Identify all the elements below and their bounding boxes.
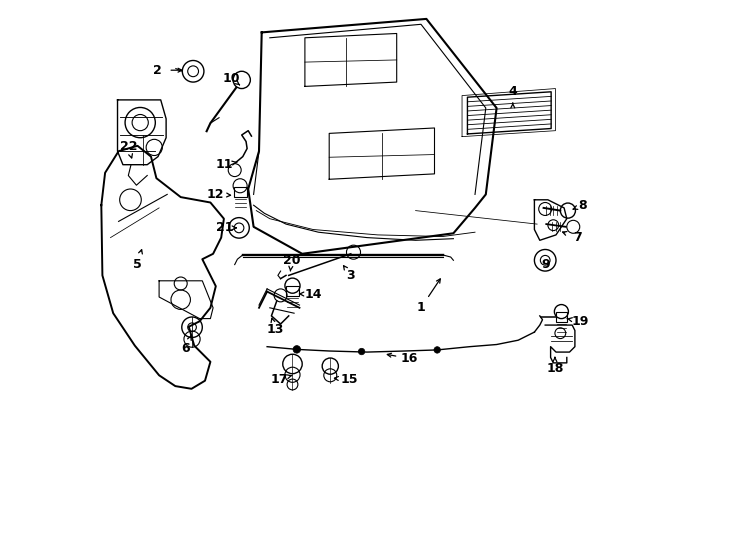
- Text: 21: 21: [216, 221, 233, 234]
- Text: 20: 20: [283, 254, 300, 267]
- Text: 8: 8: [578, 199, 587, 212]
- Text: 9: 9: [541, 258, 550, 271]
- Text: 19: 19: [572, 315, 589, 328]
- Circle shape: [293, 346, 301, 353]
- Circle shape: [358, 348, 365, 355]
- Text: 22: 22: [120, 140, 137, 153]
- Text: 1: 1: [417, 301, 426, 314]
- Text: 2: 2: [153, 64, 162, 77]
- Text: 3: 3: [346, 269, 355, 282]
- Bar: [556, 312, 567, 322]
- Text: 7: 7: [573, 231, 582, 244]
- Text: 11: 11: [215, 158, 233, 171]
- Text: 10: 10: [222, 72, 240, 85]
- Text: 13: 13: [266, 323, 284, 336]
- Text: 16: 16: [401, 352, 418, 365]
- Text: 14: 14: [305, 288, 321, 301]
- Text: 4: 4: [509, 85, 517, 98]
- Circle shape: [434, 347, 440, 353]
- Text: 17: 17: [270, 373, 288, 386]
- Text: 18: 18: [546, 362, 564, 375]
- Bar: [286, 286, 299, 296]
- Text: 5: 5: [133, 258, 142, 271]
- Text: 12: 12: [207, 188, 225, 201]
- Text: 6: 6: [181, 342, 190, 355]
- Text: 15: 15: [341, 373, 358, 386]
- Bar: [233, 187, 247, 197]
